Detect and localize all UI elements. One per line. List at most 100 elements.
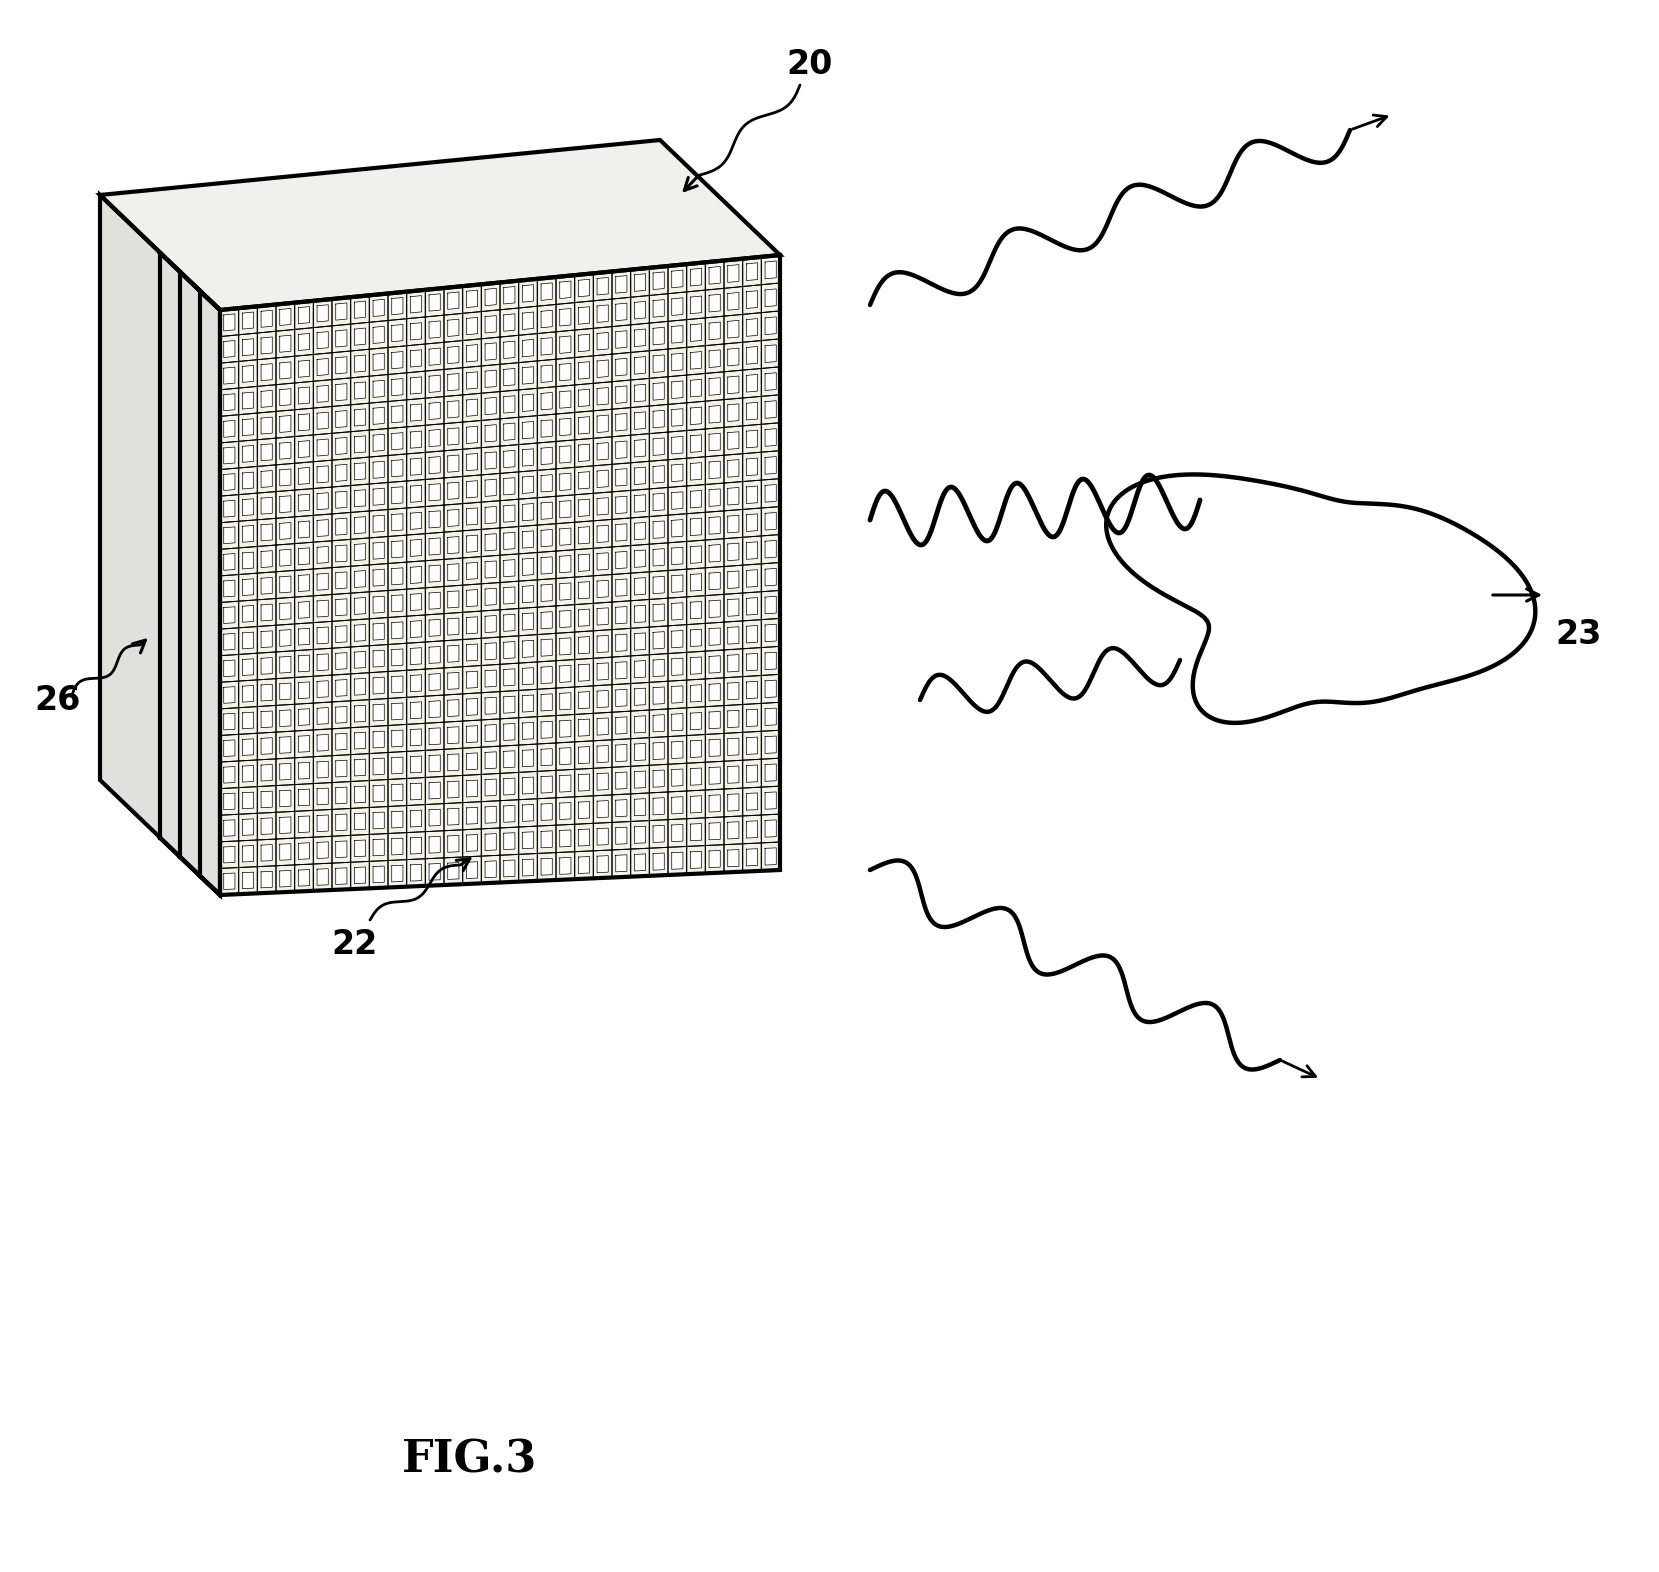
Polygon shape — [242, 311, 254, 329]
Polygon shape — [765, 512, 776, 530]
Polygon shape — [314, 756, 332, 783]
Polygon shape — [743, 256, 761, 286]
Polygon shape — [723, 454, 743, 483]
Polygon shape — [538, 305, 556, 333]
Polygon shape — [594, 767, 612, 795]
Polygon shape — [723, 538, 743, 566]
Polygon shape — [574, 549, 594, 577]
Text: 23: 23 — [1554, 618, 1601, 651]
Polygon shape — [335, 706, 347, 723]
Polygon shape — [594, 382, 612, 410]
Polygon shape — [519, 799, 538, 827]
Polygon shape — [574, 274, 594, 303]
Polygon shape — [523, 285, 534, 302]
Polygon shape — [765, 484, 776, 501]
Polygon shape — [332, 351, 350, 379]
Polygon shape — [556, 467, 574, 497]
Polygon shape — [295, 649, 314, 678]
Polygon shape — [425, 560, 445, 588]
Polygon shape — [221, 415, 239, 443]
Polygon shape — [275, 517, 295, 545]
Polygon shape — [335, 490, 347, 508]
Polygon shape — [463, 311, 481, 341]
Polygon shape — [579, 307, 589, 324]
Polygon shape — [519, 278, 538, 308]
Polygon shape — [355, 813, 365, 830]
Polygon shape — [430, 836, 440, 854]
Polygon shape — [538, 552, 556, 580]
Polygon shape — [612, 656, 630, 685]
Polygon shape — [612, 794, 630, 822]
Polygon shape — [314, 863, 332, 891]
Polygon shape — [484, 288, 496, 307]
Polygon shape — [425, 369, 445, 398]
Polygon shape — [314, 594, 332, 623]
Polygon shape — [504, 751, 514, 767]
Polygon shape — [425, 668, 445, 696]
Polygon shape — [484, 343, 496, 360]
Polygon shape — [350, 808, 370, 835]
Polygon shape — [370, 456, 388, 484]
Polygon shape — [280, 657, 290, 673]
Polygon shape — [634, 550, 645, 567]
Polygon shape — [615, 442, 627, 459]
Polygon shape — [350, 646, 370, 674]
Polygon shape — [484, 780, 496, 795]
Polygon shape — [672, 824, 684, 841]
Polygon shape — [388, 590, 406, 618]
Polygon shape — [275, 544, 295, 572]
Polygon shape — [765, 596, 776, 613]
Polygon shape — [242, 632, 254, 649]
Polygon shape — [335, 652, 347, 670]
Polygon shape — [612, 325, 630, 354]
Polygon shape — [317, 814, 328, 832]
Polygon shape — [579, 828, 589, 846]
Polygon shape — [574, 740, 594, 769]
Polygon shape — [708, 517, 720, 534]
Polygon shape — [630, 572, 649, 601]
Polygon shape — [355, 382, 365, 399]
Polygon shape — [743, 285, 761, 314]
Polygon shape — [430, 646, 440, 663]
Polygon shape — [257, 545, 275, 574]
Polygon shape — [743, 843, 761, 871]
Polygon shape — [388, 508, 406, 536]
Polygon shape — [466, 344, 478, 362]
Polygon shape — [314, 648, 332, 676]
Polygon shape — [765, 401, 776, 418]
Polygon shape — [242, 739, 254, 756]
Polygon shape — [654, 825, 664, 843]
Polygon shape — [388, 751, 406, 780]
Polygon shape — [541, 530, 552, 547]
Polygon shape — [669, 264, 687, 294]
Polygon shape — [260, 630, 272, 648]
Polygon shape — [723, 816, 743, 844]
Polygon shape — [299, 762, 310, 780]
Polygon shape — [630, 682, 649, 711]
Polygon shape — [295, 435, 314, 464]
Polygon shape — [597, 635, 609, 652]
Polygon shape — [743, 479, 761, 509]
Polygon shape — [430, 810, 440, 825]
Polygon shape — [392, 649, 403, 667]
Polygon shape — [425, 695, 445, 723]
Polygon shape — [448, 536, 460, 553]
Polygon shape — [649, 542, 669, 572]
Polygon shape — [481, 500, 499, 530]
Polygon shape — [523, 558, 534, 575]
Polygon shape — [649, 294, 669, 324]
Polygon shape — [221, 734, 239, 762]
Polygon shape — [410, 621, 421, 638]
Polygon shape — [690, 740, 702, 758]
Polygon shape — [708, 712, 720, 729]
Polygon shape — [406, 561, 425, 590]
Polygon shape — [723, 426, 743, 456]
Polygon shape — [687, 401, 705, 431]
Polygon shape — [484, 506, 496, 523]
Polygon shape — [615, 634, 627, 651]
Polygon shape — [728, 321, 738, 338]
Polygon shape — [257, 332, 275, 360]
Polygon shape — [332, 512, 350, 541]
Polygon shape — [317, 547, 328, 563]
Polygon shape — [579, 802, 589, 819]
